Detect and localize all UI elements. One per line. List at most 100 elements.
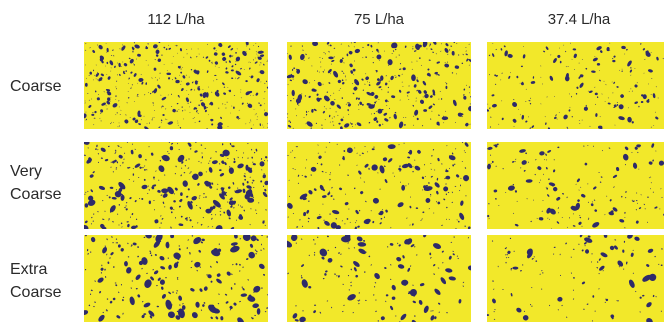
droplet bbox=[372, 197, 379, 204]
droplet bbox=[179, 48, 183, 52]
droplet bbox=[493, 144, 496, 146]
droplet bbox=[165, 299, 173, 310]
droplet bbox=[223, 211, 226, 214]
droplet bbox=[165, 48, 168, 51]
droplet bbox=[159, 165, 162, 167]
droplet bbox=[570, 256, 572, 258]
droplet bbox=[264, 156, 268, 159]
droplet bbox=[407, 163, 413, 169]
droplet bbox=[176, 310, 179, 313]
droplet bbox=[265, 80, 268, 83]
droplet bbox=[538, 217, 544, 221]
droplet bbox=[418, 299, 423, 305]
droplet bbox=[113, 55, 115, 57]
droplet bbox=[186, 247, 189, 249]
droplet bbox=[177, 120, 178, 122]
droplet bbox=[109, 100, 111, 102]
droplet bbox=[557, 146, 560, 149]
droplet bbox=[340, 43, 342, 45]
droplet bbox=[568, 93, 570, 95]
droplet bbox=[321, 124, 323, 126]
droplet bbox=[446, 206, 448, 209]
droplet bbox=[603, 80, 605, 82]
droplet bbox=[370, 91, 375, 96]
droplet bbox=[465, 84, 468, 86]
droplet bbox=[173, 200, 176, 203]
droplet bbox=[161, 188, 169, 194]
droplet bbox=[338, 122, 341, 125]
droplet bbox=[215, 225, 223, 229]
droplet bbox=[167, 121, 174, 125]
droplet bbox=[189, 106, 190, 108]
droplet bbox=[266, 86, 268, 89]
droplet bbox=[132, 168, 134, 170]
droplet bbox=[262, 220, 265, 222]
droplet bbox=[415, 97, 417, 99]
droplet bbox=[233, 302, 237, 306]
droplet bbox=[634, 101, 638, 104]
droplet bbox=[313, 254, 316, 256]
droplet bbox=[487, 146, 493, 150]
droplet bbox=[251, 167, 252, 170]
droplet bbox=[349, 63, 353, 68]
droplet bbox=[185, 159, 187, 162]
droplet bbox=[598, 288, 600, 290]
droplet bbox=[218, 122, 223, 127]
droplet bbox=[333, 116, 335, 118]
droplet bbox=[438, 114, 440, 116]
droplet bbox=[497, 265, 499, 268]
droplet bbox=[581, 249, 584, 252]
droplet bbox=[527, 116, 529, 118]
droplet bbox=[569, 106, 571, 108]
droplet bbox=[94, 301, 96, 303]
droplet bbox=[376, 81, 381, 86]
droplet bbox=[430, 195, 432, 197]
droplet bbox=[208, 304, 217, 313]
droplet bbox=[209, 160, 211, 162]
droplet bbox=[288, 179, 290, 181]
droplet bbox=[469, 92, 470, 94]
droplet bbox=[195, 198, 196, 201]
droplet bbox=[114, 152, 116, 154]
droplet bbox=[132, 242, 137, 246]
droplet bbox=[311, 109, 314, 113]
droplet bbox=[360, 191, 364, 195]
droplet bbox=[160, 119, 163, 122]
droplet bbox=[373, 112, 376, 115]
droplet bbox=[515, 158, 517, 160]
droplet bbox=[598, 273, 600, 275]
droplet bbox=[370, 44, 373, 48]
droplet bbox=[365, 200, 367, 203]
droplet bbox=[523, 45, 524, 47]
droplet bbox=[203, 302, 206, 304]
droplet bbox=[404, 45, 407, 48]
droplet bbox=[116, 315, 121, 319]
droplet bbox=[219, 193, 225, 200]
droplet bbox=[246, 181, 249, 184]
droplet bbox=[194, 107, 198, 110]
droplet bbox=[245, 51, 247, 52]
droplet bbox=[600, 126, 603, 129]
droplet bbox=[261, 169, 263, 171]
droplet bbox=[112, 242, 114, 244]
droplet bbox=[162, 201, 165, 205]
droplet bbox=[518, 108, 519, 110]
droplet bbox=[85, 43, 87, 45]
droplet bbox=[414, 315, 416, 317]
droplet bbox=[387, 86, 389, 89]
droplet bbox=[109, 205, 116, 213]
droplet bbox=[130, 225, 137, 229]
droplet bbox=[196, 110, 198, 113]
droplet bbox=[329, 172, 331, 174]
droplet bbox=[465, 122, 469, 127]
droplet bbox=[520, 270, 522, 272]
droplet bbox=[520, 82, 524, 86]
droplet bbox=[500, 79, 502, 81]
droplet bbox=[162, 105, 164, 108]
droplet bbox=[368, 167, 370, 170]
droplet bbox=[438, 311, 440, 313]
droplet bbox=[223, 187, 225, 189]
droplet bbox=[257, 56, 262, 60]
droplet bbox=[115, 189, 117, 191]
droplet bbox=[238, 109, 240, 111]
